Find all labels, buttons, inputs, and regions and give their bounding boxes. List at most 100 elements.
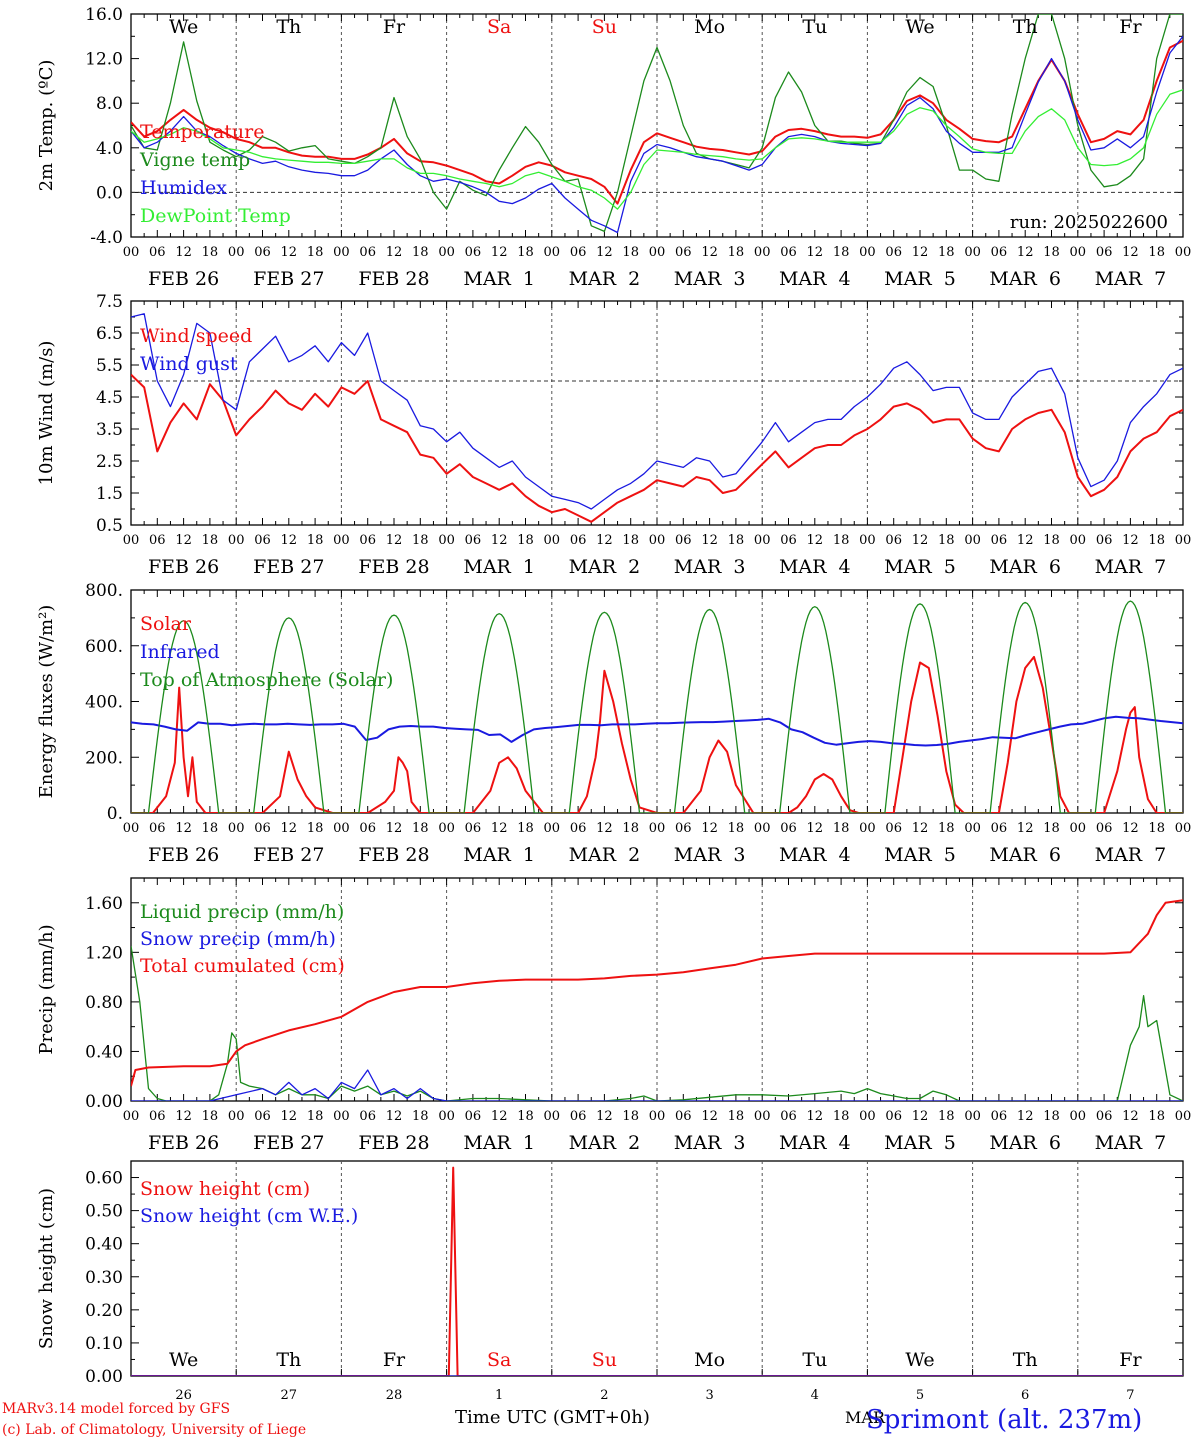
hour-tick-label: 12	[1017, 1109, 1034, 1124]
y-tick-label: 0.50	[85, 1202, 123, 1222]
hour-tick-label: 12	[1122, 821, 1139, 836]
hour-tick-label: 00	[1175, 245, 1192, 260]
hour-tick-label: 06	[359, 245, 376, 260]
y-tick-label: 0.80	[85, 993, 123, 1013]
hour-tick-label: 06	[254, 245, 271, 260]
y-tick-label: 600.	[85, 637, 123, 657]
series-line-dewpoint-temp	[131, 89, 1183, 210]
date-label: MAR 5	[884, 1132, 956, 1154]
hour-tick-label: 18	[517, 821, 534, 836]
date-label: FEB 27	[253, 268, 324, 290]
legend-entry: DewPoint Temp	[140, 205, 291, 227]
hour-tick-label: 00	[649, 533, 666, 548]
hour-tick-label: 12	[386, 533, 403, 548]
hour-tick-label: 12	[912, 245, 929, 260]
hour-tick-label: 12	[1122, 245, 1139, 260]
legend-entry: Solar	[140, 613, 192, 635]
series-line-infrared	[131, 715, 1183, 747]
hour-tick-label: 18	[517, 1109, 534, 1124]
hour-tick-label: 06	[1096, 533, 1113, 548]
date-label: MAR 2	[569, 1132, 641, 1154]
date-label: FEB 26	[148, 1132, 219, 1154]
hour-tick-label: 00	[228, 533, 245, 548]
date-label: FEB 28	[358, 844, 429, 866]
hour-tick-label: 06	[675, 821, 692, 836]
hour-tick-label: 18	[833, 245, 850, 260]
hour-tick-label: 06	[991, 245, 1008, 260]
hour-tick-label: 12	[175, 1109, 192, 1124]
day-name: Sa	[487, 16, 511, 38]
hour-tick-label: 18	[307, 821, 324, 836]
legend-entry: Wind gust	[140, 353, 238, 375]
hour-tick-label: 06	[254, 821, 271, 836]
day-name: Sa	[487, 1349, 511, 1371]
hour-tick-label: 18	[728, 1109, 745, 1124]
hour-tick-label: 18	[307, 1109, 324, 1124]
hour-tick-label: 18	[622, 1109, 639, 1124]
hour-tick-label: 00	[964, 533, 981, 548]
date-label: FEB 26	[148, 268, 219, 290]
hour-tick-label: 06	[254, 533, 271, 548]
hour-tick-label: 18	[938, 245, 955, 260]
day-name: Fr	[1119, 1349, 1142, 1371]
run-annotation: run: 2025022600	[1010, 212, 1168, 233]
hour-tick-label: 12	[807, 245, 824, 260]
lab-credit: (c) Lab. of Climatology, University of L…	[2, 1422, 306, 1438]
hour-tick-label: 00	[1175, 1109, 1192, 1124]
y-tick-label: 0.	[107, 804, 123, 824]
hour-tick-label: 12	[1017, 821, 1034, 836]
date-label: MAR 2	[569, 268, 641, 290]
day-name: We	[169, 1349, 198, 1371]
day-name: Th	[276, 1349, 301, 1371]
hour-tick-label: 00	[333, 821, 350, 836]
hour-tick-label: 18	[412, 821, 429, 836]
hour-tick-label: 06	[991, 533, 1008, 548]
y-axis-title: Precip (mm/h)	[36, 924, 57, 1054]
hour-tick-label: 12	[807, 821, 824, 836]
hour-tick-label: 18	[1043, 821, 1060, 836]
date-label: MAR 7	[1095, 268, 1167, 290]
hour-tick-label: 12	[1017, 245, 1034, 260]
series-line-snow-precip-mm-h-	[131, 1069, 1183, 1101]
y-tick-label: 0.40	[85, 1235, 123, 1255]
date-label: MAR 6	[989, 556, 1061, 578]
hour-tick-label: 00	[438, 1109, 455, 1124]
hour-tick-label: 18	[938, 821, 955, 836]
hour-tick-label: 06	[359, 821, 376, 836]
hour-tick-label: 18	[307, 245, 324, 260]
hour-tick-label: 18	[1148, 1109, 1165, 1124]
hour-tick-label: 06	[254, 1109, 271, 1124]
date-label: MAR 5	[884, 268, 956, 290]
hour-tick-label: 06	[675, 245, 692, 260]
hour-tick-label: 00	[438, 533, 455, 548]
hour-tick-label: 00	[964, 245, 981, 260]
hour-tick-label: 18	[307, 533, 324, 548]
hour-tick-label: 12	[386, 1109, 403, 1124]
y-tick-label: 200.	[85, 748, 123, 768]
hour-tick-label: 00	[333, 245, 350, 260]
plot-frame	[130, 300, 1184, 526]
day-name: We	[905, 1349, 934, 1371]
hour-tick-label: 18	[202, 1109, 219, 1124]
hour-tick-label: 06	[885, 1109, 902, 1124]
hour-tick-label: 18	[833, 1109, 850, 1124]
hour-tick-label: 00	[859, 821, 876, 836]
hour-tick-label: 12	[491, 821, 508, 836]
y-tick-label: 16.0	[85, 5, 123, 25]
hour-tick-label: 18	[1148, 533, 1165, 548]
hour-tick-label: 06	[780, 245, 797, 260]
plot-area	[131, 14, 1183, 234]
hour-tick-label: 18	[412, 533, 429, 548]
hour-tick-label: 12	[491, 245, 508, 260]
series-line-wind-gust	[131, 313, 1183, 510]
y-tick-label: 0.00	[85, 1367, 123, 1387]
date-label: MAR 3	[674, 1132, 746, 1154]
day-number-label: 1	[495, 1388, 503, 1403]
hour-tick-label: 06	[465, 821, 482, 836]
date-label: FEB 27	[253, 556, 324, 578]
hour-tick-label: 06	[359, 533, 376, 548]
legend-entry: Temperature	[140, 121, 264, 143]
x-axis-title: Time UTC (GMT+0h)	[455, 1407, 650, 1428]
hour-tick-label: 06	[570, 245, 587, 260]
hour-tick-label: 00	[123, 1109, 140, 1124]
